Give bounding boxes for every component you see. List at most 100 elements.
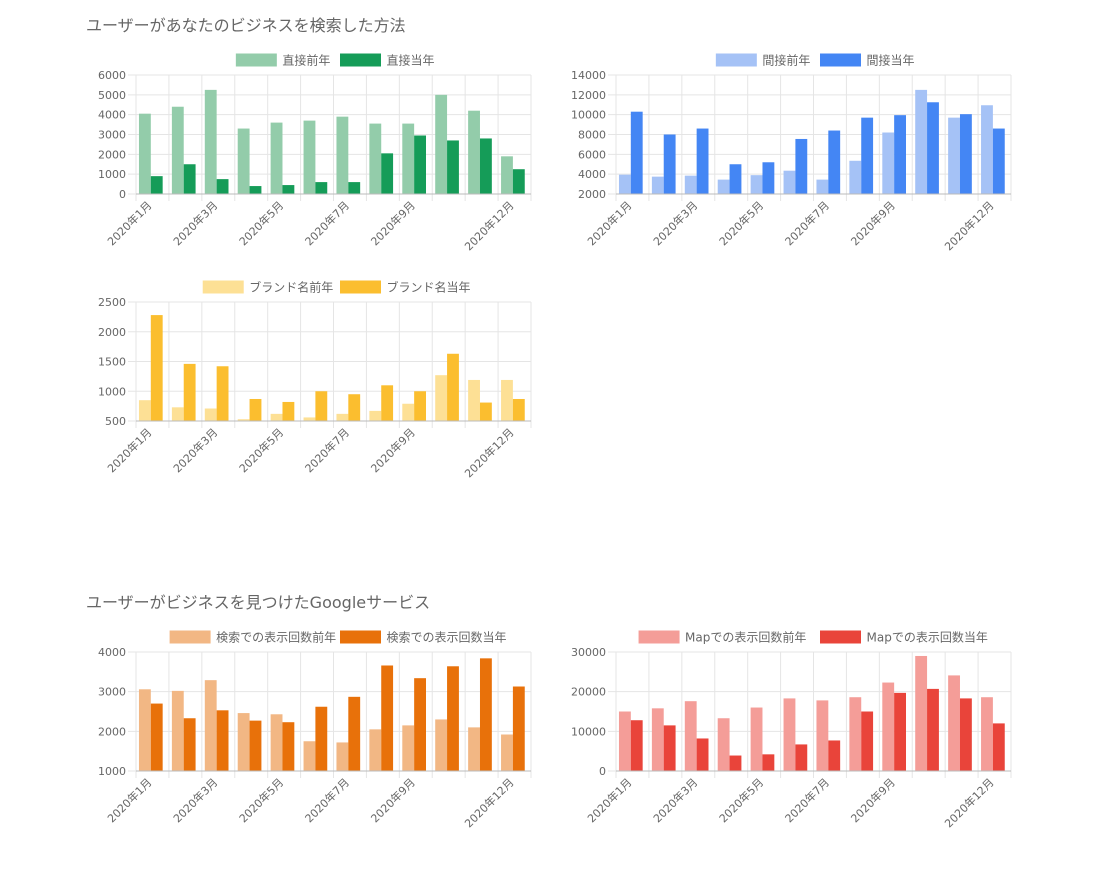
bar[interactable] — [282, 185, 295, 194]
bar[interactable] — [468, 110, 480, 194]
bar[interactable] — [183, 164, 196, 194]
bar[interactable] — [992, 723, 1005, 771]
bar[interactable] — [315, 182, 328, 194]
bar[interactable] — [315, 706, 328, 771]
bar[interactable] — [651, 176, 664, 194]
bar[interactable] — [750, 707, 763, 771]
legend-swatch[interactable] — [340, 280, 381, 294]
bar[interactable] — [402, 123, 415, 194]
bar[interactable] — [435, 375, 448, 421]
bar[interactable] — [915, 89, 928, 194]
legend-label[interactable]: ブランド名当年 — [387, 280, 471, 295]
bar[interactable] — [138, 113, 151, 194]
bar[interactable] — [303, 120, 316, 194]
bar[interactable] — [882, 132, 895, 194]
bar[interactable] — [381, 153, 394, 194]
bar[interactable] — [783, 170, 796, 194]
bar[interactable] — [948, 117, 960, 194]
bar[interactable] — [618, 711, 631, 772]
bar[interactable] — [861, 711, 874, 772]
bar[interactable] — [992, 128, 1005, 194]
bar[interactable] — [630, 111, 643, 194]
bar[interactable] — [828, 740, 841, 771]
legend-label[interactable]: 直接前年 — [282, 53, 330, 68]
bar[interactable] — [282, 722, 295, 771]
bar[interactable] — [270, 122, 283, 194]
legend-swatch[interactable] — [340, 53, 381, 67]
legend-label[interactable]: Mapでの表示回数前年 — [685, 630, 806, 645]
bar[interactable] — [479, 402, 492, 421]
bar[interactable] — [795, 138, 808, 194]
bar[interactable] — [216, 710, 229, 771]
bar[interactable] — [237, 713, 250, 771]
bar[interactable] — [512, 169, 525, 194]
bar[interactable] — [630, 720, 643, 771]
bar[interactable] — [348, 182, 361, 194]
bar[interactable] — [894, 692, 906, 771]
bar[interactable] — [435, 719, 448, 771]
bar[interactable] — [138, 689, 151, 771]
bar[interactable] — [468, 379, 480, 421]
bar[interactable] — [981, 697, 993, 771]
legend-label[interactable]: 直接当年 — [387, 53, 435, 68]
bar[interactable] — [816, 700, 829, 771]
bar[interactable] — [618, 174, 631, 194]
bar[interactable] — [216, 179, 229, 194]
bar[interactable] — [414, 678, 426, 771]
bar[interactable] — [447, 353, 459, 421]
bar[interactable] — [183, 718, 196, 771]
bar[interactable] — [684, 701, 697, 771]
bar[interactable] — [501, 156, 513, 194]
bar[interactable] — [381, 665, 394, 771]
bar[interactable] — [512, 398, 525, 421]
bar[interactable] — [447, 140, 459, 194]
bar[interactable] — [696, 738, 709, 771]
bar[interactable] — [948, 675, 960, 771]
bar[interactable] — [663, 725, 676, 771]
bar[interactable] — [369, 729, 382, 771]
bar[interactable] — [315, 391, 328, 421]
legend-label[interactable]: 間接当年 — [867, 53, 915, 68]
bar[interactable] — [651, 708, 664, 771]
bar[interactable] — [512, 686, 525, 771]
bar[interactable] — [479, 658, 492, 771]
bar[interactable] — [729, 755, 742, 771]
bar[interactable] — [828, 130, 841, 194]
bar[interactable] — [171, 690, 184, 771]
bar[interactable] — [849, 160, 862, 194]
legend-swatch[interactable] — [820, 630, 861, 644]
bar[interactable] — [381, 385, 394, 421]
bar[interactable] — [717, 179, 730, 194]
bar[interactable] — [414, 391, 426, 421]
bar[interactable] — [270, 413, 283, 421]
legend-label[interactable]: ブランド名前年 — [249, 280, 333, 295]
bar[interactable] — [204, 89, 217, 194]
bar[interactable] — [303, 417, 316, 421]
legend-swatch[interactable] — [235, 53, 277, 67]
bar[interactable] — [216, 366, 229, 421]
bar[interactable] — [915, 655, 928, 771]
legend-swatch[interactable] — [715, 53, 757, 67]
bar[interactable] — [894, 115, 906, 194]
bar[interactable] — [249, 186, 262, 194]
bar[interactable] — [150, 703, 163, 771]
bar[interactable] — [762, 162, 775, 194]
legend-label[interactable]: 検索での表示回数当年 — [387, 630, 507, 645]
bar[interactable] — [336, 116, 349, 194]
bar[interactable] — [663, 134, 676, 195]
bar[interactable] — [729, 164, 742, 194]
bar[interactable] — [435, 94, 448, 194]
bar[interactable] — [959, 698, 972, 771]
bar[interactable] — [150, 176, 163, 194]
bar[interactable] — [414, 135, 426, 194]
bar[interactable] — [183, 363, 196, 421]
bar[interactable] — [348, 696, 361, 771]
bar[interactable] — [204, 408, 217, 421]
bar[interactable] — [369, 123, 382, 194]
legend-label[interactable]: Mapでの表示回数当年 — [867, 630, 988, 645]
bar[interactable] — [468, 727, 480, 771]
bar[interactable] — [402, 725, 415, 771]
legend-swatch[interactable] — [820, 53, 861, 67]
bar[interactable] — [783, 698, 796, 771]
legend-swatch[interactable] — [169, 630, 211, 644]
